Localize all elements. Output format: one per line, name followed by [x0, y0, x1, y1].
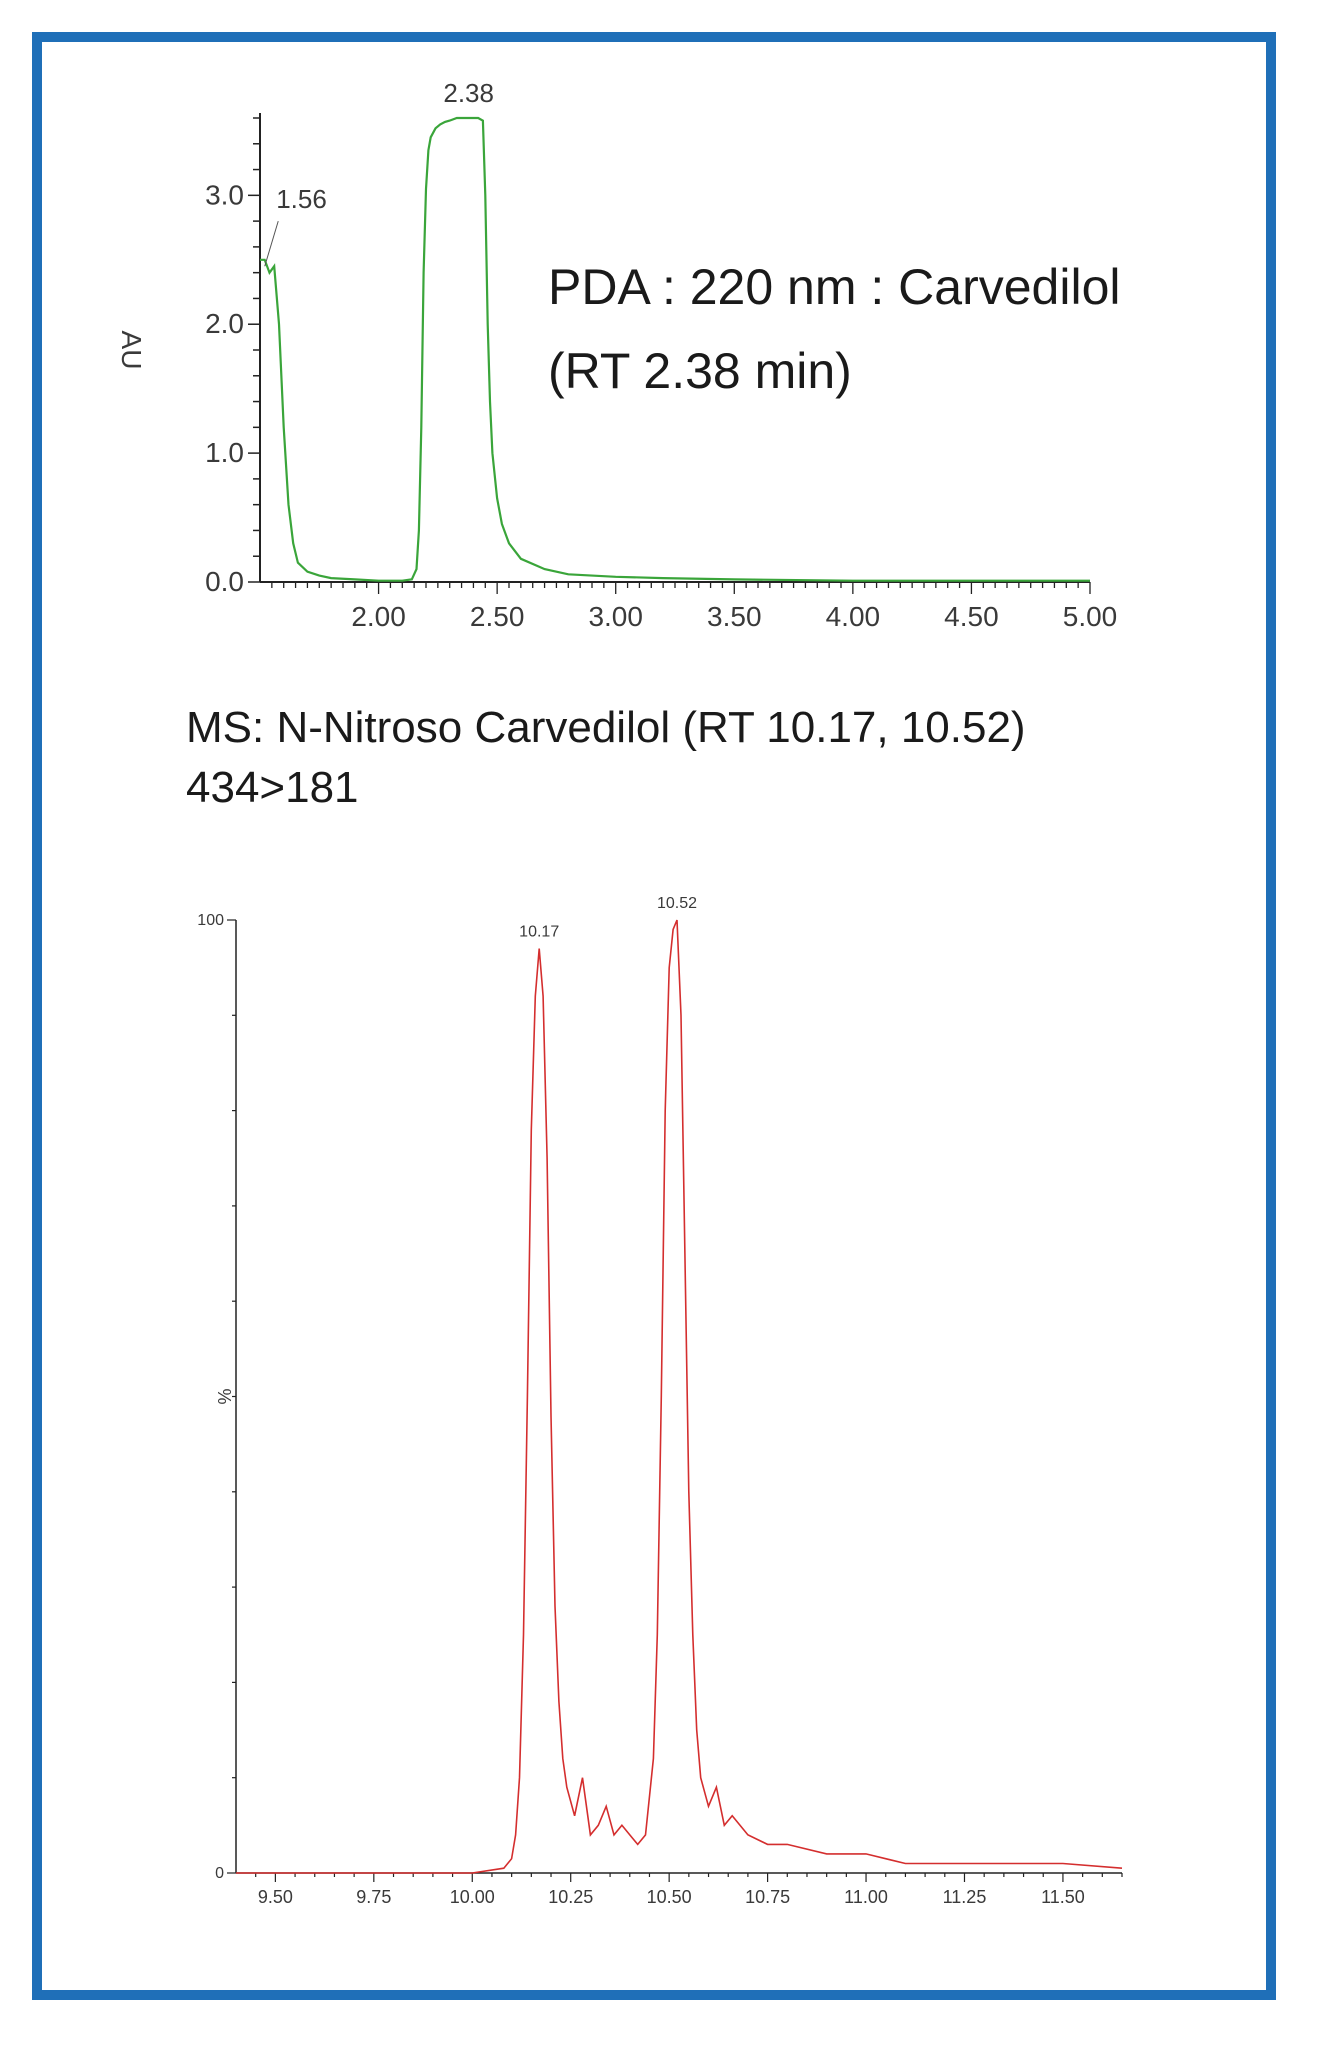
ms-y-tick-label: 100	[197, 912, 224, 929]
ms-x-tick-label: 9.50	[258, 1887, 293, 1907]
figure-frame	[32, 32, 1276, 2000]
pda-x-tick-label: 4.50	[944, 601, 999, 632]
pda-peak-label: 2.38	[443, 78, 494, 108]
pda-series-line	[260, 116, 1090, 582]
pda-y-tick-label: 3.0	[205, 179, 244, 210]
pda-axis-ticks: 0.0 1.0 2.0 3.0 2.00 2.50 3.00 3.50 4.00 4.50 5.00	[205, 117, 1118, 632]
ms-x-tick-label: 10.50	[647, 1887, 692, 1907]
pda-x-tick-label: 4.00	[826, 601, 881, 632]
pda-chart: 0.0 1.0 2.0 3.0 2.00 2.50 3.00 3.50 4.00 4.50 5.00…	[116, 78, 1121, 632]
pda-peak-label-leader	[264, 220, 279, 267]
ms-y-axis-label: %	[214, 1388, 234, 1404]
ms-x-tick-label: 10.00	[450, 1887, 495, 1907]
ms-x-tick-label: 11.50	[1041, 1887, 1085, 1907]
ms-series-line	[236, 919, 1123, 1874]
ms-x-tick-label: 10.75	[745, 1887, 790, 1907]
ms-axis-ticks: 0 100 9.50 9.75 10.00 10.25 10.50 10.75 11.00 11.…	[197, 912, 1123, 1907]
pda-y-tick-label: 1.0	[205, 437, 244, 468]
pda-y-tick-label: 2.0	[205, 308, 244, 339]
pda-x-tick-label: 2.00	[351, 601, 406, 632]
ms-peak-label: 10.17	[519, 924, 559, 941]
pda-x-tick-label: 2.50	[470, 601, 525, 632]
ms-x-tick-label: 11.25	[943, 1887, 987, 1907]
pda-x-tick-label: 5.00	[1063, 601, 1118, 632]
ms-x-tick-label: 9.75	[356, 1887, 391, 1907]
ms-y-tick-label: 0	[215, 1865, 224, 1882]
ms-title-line: MS: N-Nitroso Carvedilol (RT 10.17, 10.5…	[186, 703, 1026, 752]
pda-y-axis-label: AU	[116, 331, 147, 370]
pda-annotation-line: PDA : 220 nm : Carvedilol	[548, 259, 1121, 315]
ms-chart: 0 100 9.50 9.75 10.00 10.25 10.50 10.75 11.00 11.…	[197, 895, 1123, 1907]
ms-x-tick-label: 10.25	[548, 1887, 593, 1907]
pda-x-tick-label: 3.00	[588, 601, 643, 632]
ms-title-line: 434>181	[186, 763, 359, 812]
pda-peak-label: 1.56	[276, 184, 327, 214]
pda-annotation-line: (RT 2.38 min)	[548, 343, 852, 399]
pda-x-tick-label: 3.50	[707, 601, 762, 632]
ms-peak-label: 10.52	[657, 895, 697, 912]
ms-x-tick-label: 11.00	[844, 1887, 888, 1907]
pda-y-tick-label: 0.0	[205, 566, 244, 597]
